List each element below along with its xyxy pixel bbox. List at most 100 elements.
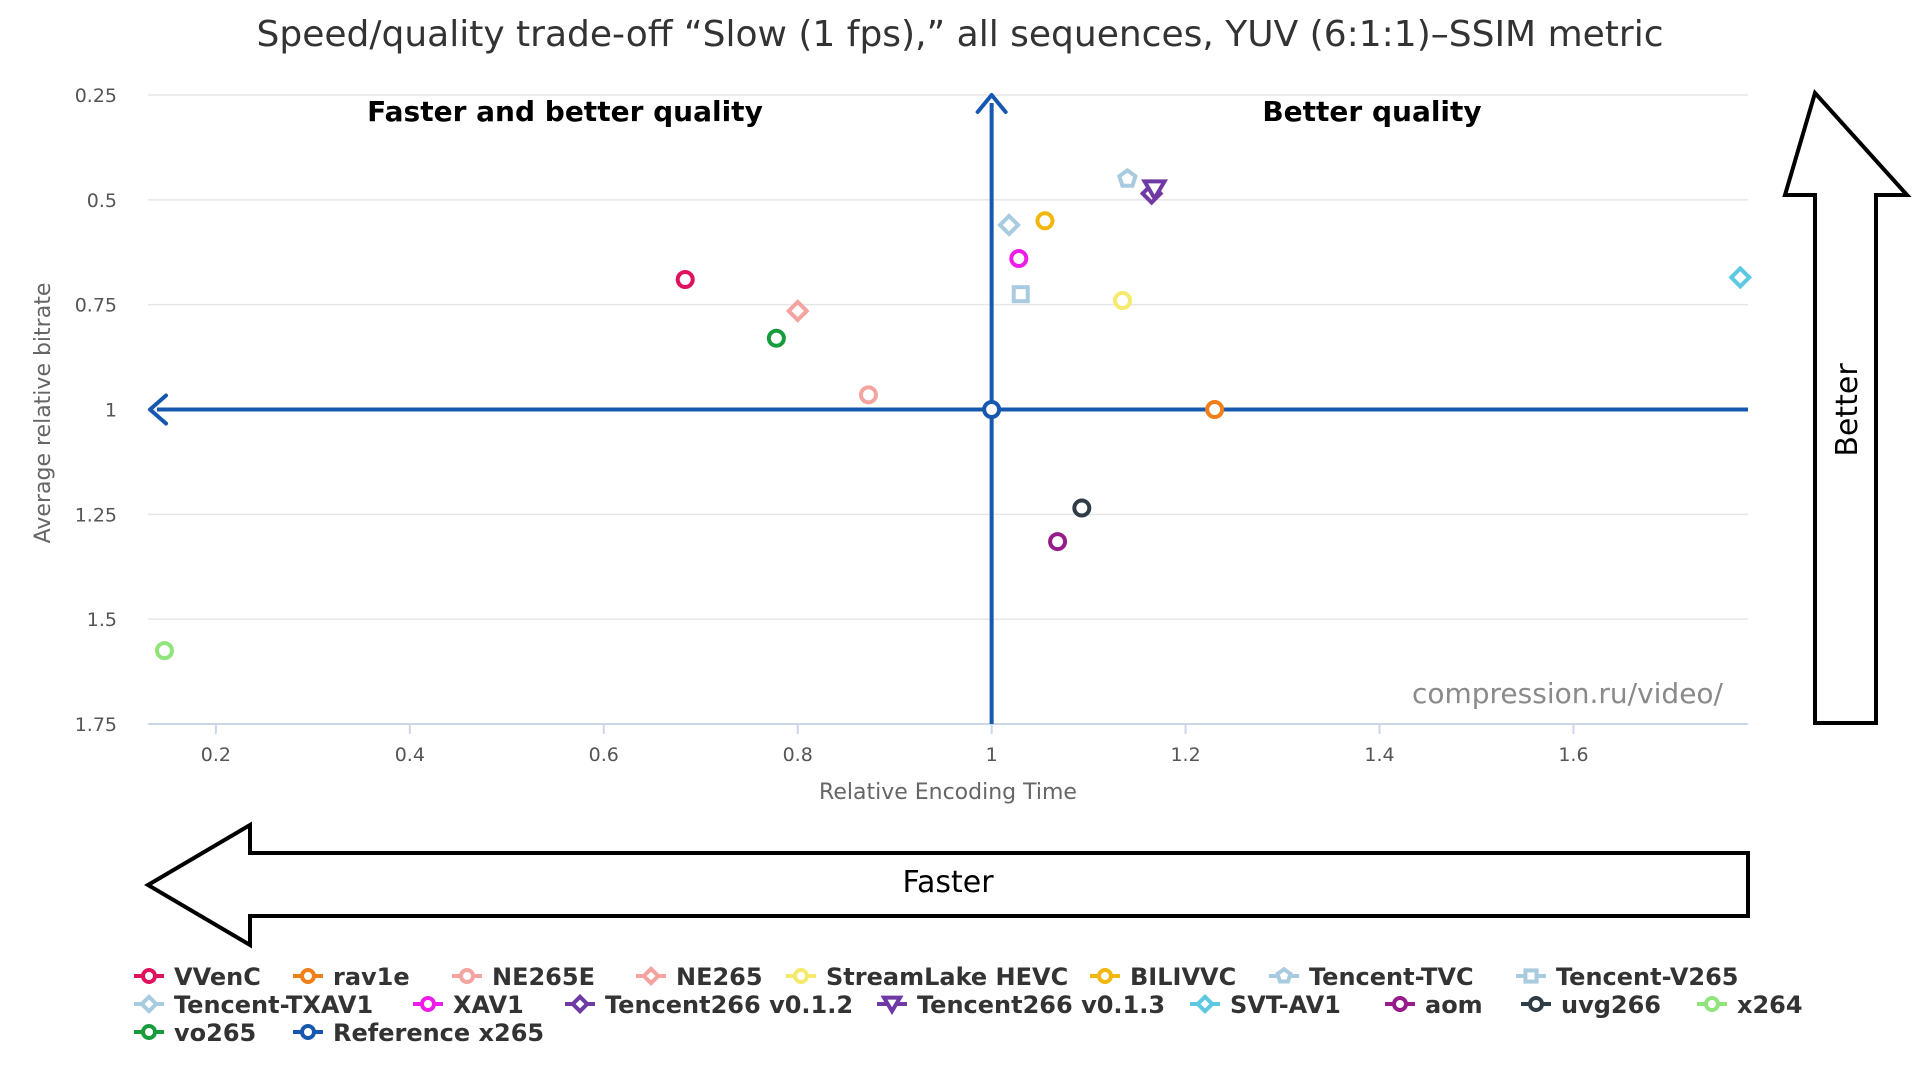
y-tick-label: 1.25 xyxy=(75,504,117,526)
legend-label: Tencent-TVC xyxy=(1309,963,1474,991)
legend-item: Tencent-TVC xyxy=(1269,963,1474,991)
x-tick-label: 1.2 xyxy=(1170,744,1200,766)
point-xav1 xyxy=(1009,249,1029,269)
y-tick-label: 0.75 xyxy=(75,295,117,317)
legend-label: NE265E xyxy=(492,963,595,991)
point-svt-av1 xyxy=(1728,265,1753,290)
reference-left-arrowhead xyxy=(148,393,168,426)
point-reference-x265 xyxy=(982,400,1002,419)
legend-item: StreamLake HEVC xyxy=(786,963,1068,991)
legend-swatch-marker xyxy=(300,1024,316,1040)
legend-swatch-marker xyxy=(138,993,160,1015)
legend-item: XAV1 xyxy=(413,991,524,1019)
legend-label: NE265 xyxy=(676,963,763,991)
point-tencent-tvc xyxy=(1116,167,1138,188)
legend-swatch-marker xyxy=(420,996,436,1012)
legend-label: SVT-AV1 xyxy=(1230,991,1341,1019)
point-streamlake-hevc xyxy=(1113,290,1133,310)
legend-item: VVenC xyxy=(134,963,261,991)
legend-label: VVenC xyxy=(174,963,261,991)
chart-title: Speed/quality trade-off “Slow (1 fps),” … xyxy=(256,14,1663,55)
point-tencent-txav1 xyxy=(997,213,1021,237)
legend-swatch-marker xyxy=(1528,996,1544,1012)
legend-swatch-marker xyxy=(1392,996,1408,1012)
quadrant-label-better-quality: Better quality xyxy=(1262,95,1481,128)
x-tick-label: 0.6 xyxy=(589,744,619,766)
legend-label: StreamLake HEVC xyxy=(826,963,1068,991)
y-tick-labels: 0.25 0.5 0.75 1 1.25 1.5 1.75 xyxy=(75,85,117,736)
point-tencent266-v0-1-3 xyxy=(1141,179,1169,203)
legend-label: Tencent-V265 xyxy=(1556,963,1739,991)
legend-swatch-marker xyxy=(640,965,662,987)
legend-swatch-marker xyxy=(1704,996,1720,1012)
y-tick-label: 0.25 xyxy=(75,85,117,107)
y-tick-label: 1 xyxy=(105,400,117,422)
better-arrow-label: Better xyxy=(1830,363,1865,457)
y-tick-label: 1.75 xyxy=(75,714,117,736)
legend-item: Tencent266 v0.1.2 xyxy=(565,991,853,1019)
legend-swatch-marker xyxy=(1097,968,1113,984)
quadrant-label-faster-better: Faster and better quality xyxy=(367,95,763,128)
better-arrow-shape xyxy=(1782,89,1912,725)
legend-item: aom xyxy=(1385,991,1483,1019)
legend-label: Tencent266 v0.1.2 xyxy=(605,991,853,1019)
faster-arrow-shape xyxy=(144,821,1750,949)
legend-swatch-marker xyxy=(300,968,316,984)
x-tick-label: 0.4 xyxy=(395,744,425,766)
y-axis-label: Average relative bitrate xyxy=(31,283,56,544)
legend-label: Tencent266 v0.1.3 xyxy=(917,991,1165,1019)
legend-item: x264 xyxy=(1697,991,1803,1019)
legend-label: rav1e xyxy=(333,963,410,991)
legend-swatch-marker xyxy=(141,1024,157,1040)
x-tick-labels: 0.2 0.4 0.6 0.8 1 1.2 1.4 1.6 xyxy=(201,724,1589,766)
legend-label: XAV1 xyxy=(453,991,524,1019)
legend-item: rav1e xyxy=(293,963,410,991)
point-ne265 xyxy=(785,299,810,323)
point-x264 xyxy=(154,641,174,661)
legend-label: Tencent-TXAV1 xyxy=(174,991,373,1019)
reference-crosshair xyxy=(148,93,1748,724)
data-points xyxy=(154,167,1753,661)
legend-item: SVT-AV1 xyxy=(1190,991,1341,1019)
legend-item: NE265 xyxy=(636,963,763,991)
y-tick-label: 0.5 xyxy=(87,190,117,212)
watermark: compression.ru/video/ xyxy=(1412,677,1724,710)
legend-label: x264 xyxy=(1737,991,1803,1019)
x-tick-label: 0.8 xyxy=(783,744,813,766)
legend-item: Reference x265 xyxy=(293,1019,544,1047)
legend-item: Tencent266 v0.1.3 xyxy=(877,991,1165,1019)
point-aom xyxy=(1048,532,1068,552)
legend-swatch-marker xyxy=(141,968,157,984)
legend-item: Tencent-TXAV1 xyxy=(134,991,373,1019)
point-vvenc xyxy=(675,270,695,290)
legend-swatch-marker xyxy=(1194,993,1216,1015)
legend-item: vo265 xyxy=(134,1019,256,1047)
legend-label: uvg266 xyxy=(1561,991,1661,1019)
legend-swatch-marker xyxy=(793,968,809,984)
x-tick-label: 1.6 xyxy=(1558,744,1588,766)
faster-arrow: Faster xyxy=(144,821,1750,949)
legend-item: Tencent-V265 xyxy=(1516,963,1739,991)
reference-up-arrowhead xyxy=(975,93,1008,114)
better-arrow: Better xyxy=(1782,89,1912,725)
legend-label: BILIVVC xyxy=(1130,963,1236,991)
legend-label: aom xyxy=(1425,991,1483,1019)
legend-item: BILIVVC xyxy=(1090,963,1236,991)
legend-swatch-marker xyxy=(459,968,475,984)
legend-swatch-marker xyxy=(1523,968,1539,984)
x-tick-label: 0.2 xyxy=(201,744,231,766)
point-uvg266 xyxy=(1072,498,1092,518)
point-bilivvc xyxy=(1035,211,1055,231)
legend-label: vo265 xyxy=(174,1019,256,1047)
legend-swatch-marker xyxy=(569,993,591,1015)
point-ne265e xyxy=(858,385,878,405)
y-tick-label: 1.5 xyxy=(87,609,117,631)
legend-swatch-marker xyxy=(1275,966,1293,984)
legend: VVenC rav1e NE265E NE265 StreamLake HEVC BILI… xyxy=(134,963,1803,1047)
legend-item: NE265E xyxy=(452,963,595,991)
x-tick-label: 1 xyxy=(986,744,998,766)
legend-swatch-marker xyxy=(880,995,904,1016)
point-tencent-v265 xyxy=(1011,285,1030,304)
point-rav1e xyxy=(1205,400,1225,419)
